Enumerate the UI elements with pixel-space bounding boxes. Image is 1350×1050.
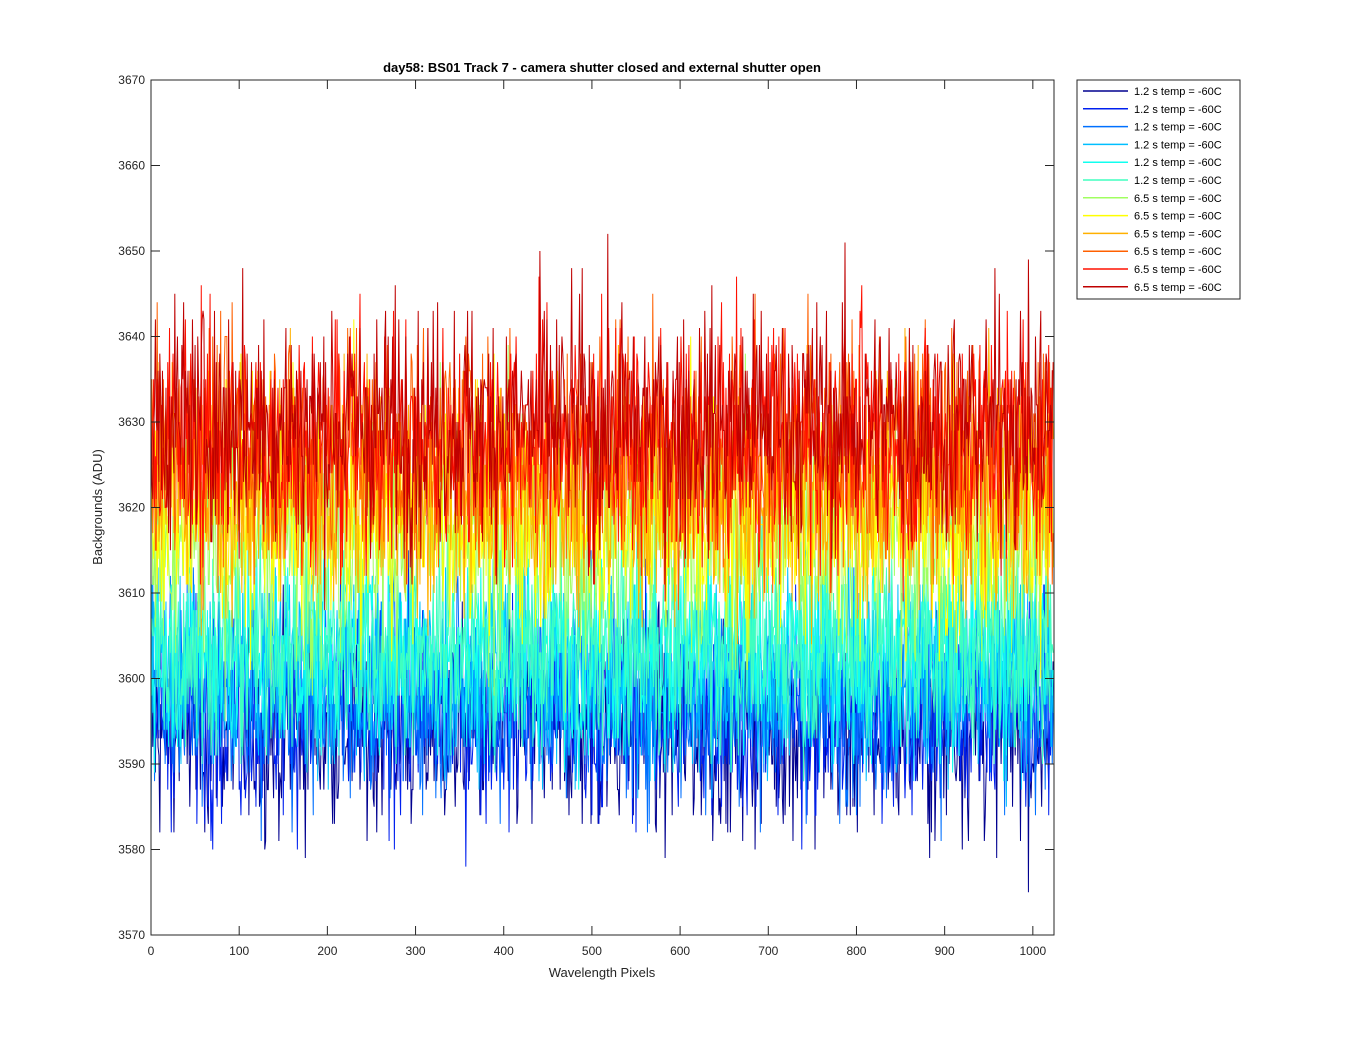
x-tick-label: 100 [229,944,249,958]
y-axis-label: Backgrounds (ADU) [90,449,105,565]
y-tick-label: 3650 [118,244,145,258]
x-tick-label: 1000 [1019,944,1046,958]
series-layer [151,233,1054,893]
y-tick-label: 3670 [118,73,145,87]
y-tick-label: 3580 [118,843,145,857]
x-tick-label: 800 [846,944,866,958]
series-line-12 [151,233,1054,611]
y-tick-label: 3600 [118,672,145,686]
y-tick-label: 3610 [118,586,145,600]
x-tick-label: 200 [317,944,337,958]
legend-label: 1.2 s temp = -60C [1134,157,1222,169]
legend-label: 1.2 s temp = -60C [1134,122,1222,134]
x-tick-label: 500 [582,944,602,958]
y-tick-label: 3660 [118,159,145,173]
legend-label: 1.2 s temp = -60C [1134,104,1222,116]
x-axis-label: Wavelength Pixels [549,965,656,980]
y-tick-label: 3570 [118,928,145,942]
legend-box [1076,79,1241,300]
x-tick-label: 600 [670,944,690,958]
legend: 1.2 s temp = -60C 1.2 s temp = -60C 1.2 s … [1076,79,1241,300]
x-tick-label: 300 [406,944,426,958]
y-tick-label: 3630 [118,415,145,429]
legend-label: 6.5 s temp = -60C [1134,193,1222,205]
legend-label: 6.5 s temp = -60C [1134,282,1222,294]
y-tick-label: 3620 [118,501,145,515]
legend-label: 6.5 s temp = -60C [1134,246,1222,258]
legend-items: 1.2 s temp = -60C 1.2 s temp = -60C 1.2 s … [1083,86,1222,294]
legend-label: 6.5 s temp = -60C [1134,228,1222,240]
series-line-11 [151,276,1054,602]
x-tick-label: 900 [935,944,955,958]
x-tick-label: 400 [494,944,514,958]
legend-label: 6.5 s temp = -60C [1134,211,1222,223]
y-tick-label: 3640 [118,330,145,344]
legend-label: 1.2 s temp = -60C [1134,86,1222,98]
legend-label: 1.2 s temp = -60C [1134,139,1222,151]
ticks-layer: 0 100 200 300 400 500 600 700 800 900 1000 3570 3580… [118,73,1054,958]
legend-label: 1.2 s temp = -60C [1134,175,1222,187]
legend-label: 6.5 s temp = -60C [1134,264,1222,276]
y-tick-label: 3590 [118,757,145,771]
x-tick-label: 0 [148,944,155,958]
chart-title: day58: BS01 Track 7 - camera shutter clo… [383,60,821,75]
x-tick-label: 700 [758,944,778,958]
